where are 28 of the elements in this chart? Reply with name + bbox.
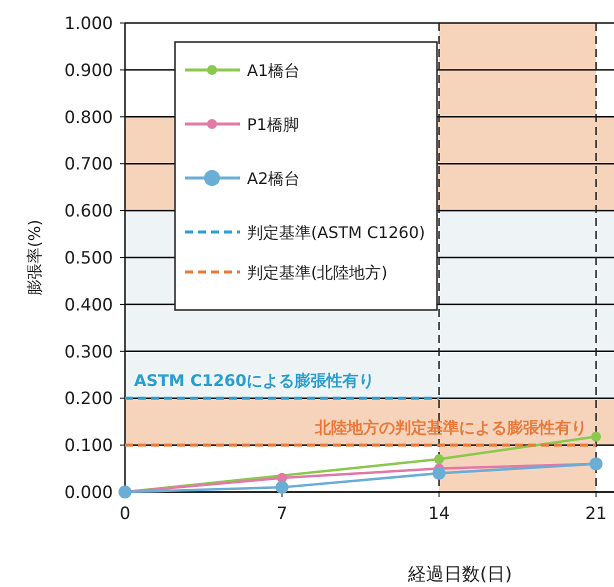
x-axis-title: 経過日数(日) <box>406 564 512 585</box>
y-tick-label: 0.600 <box>64 202 113 222</box>
legend-label: 判定基準(北陸地方) <box>247 263 388 282</box>
x-tick-label: 0 <box>120 504 130 524</box>
y-axis-title: 膨張率(%) <box>25 220 44 296</box>
y-tick-label: 0.100 <box>64 436 113 456</box>
x-tick-label: 14 <box>428 504 450 524</box>
y-tick-label: 0.000 <box>64 483 113 503</box>
y-tick-label: 0.900 <box>64 60 113 81</box>
y-tick-label: 0.200 <box>64 389 113 410</box>
x-tick-label: 7 <box>276 504 288 524</box>
y-tick-label: 0.700 <box>64 154 113 175</box>
point <box>434 454 444 464</box>
point <box>276 480 289 494</box>
point <box>591 432 602 442</box>
x-tick-label: 21 <box>585 504 607 524</box>
annotation: 北陸地方の判定基準による膨張性有り <box>314 418 588 438</box>
legend-label: P1橋脚 <box>247 115 299 134</box>
y-tick-label: 0.300 <box>64 342 113 362</box>
legend-label: A1橋台 <box>247 61 300 80</box>
annotation: ASTM C1260による膨張性有り <box>134 371 375 390</box>
y-tick-label: 0.800 <box>64 108 113 128</box>
legend-label: 判定基準(ASTM C1260) <box>247 223 426 242</box>
point <box>432 466 446 480</box>
y-tick-label: 1.000 <box>64 14 113 34</box>
legend-label: A2橋台 <box>247 169 300 188</box>
y-tick-label: 0.400 <box>64 295 113 316</box>
y-tick-label: 0.500 <box>64 248 113 268</box>
